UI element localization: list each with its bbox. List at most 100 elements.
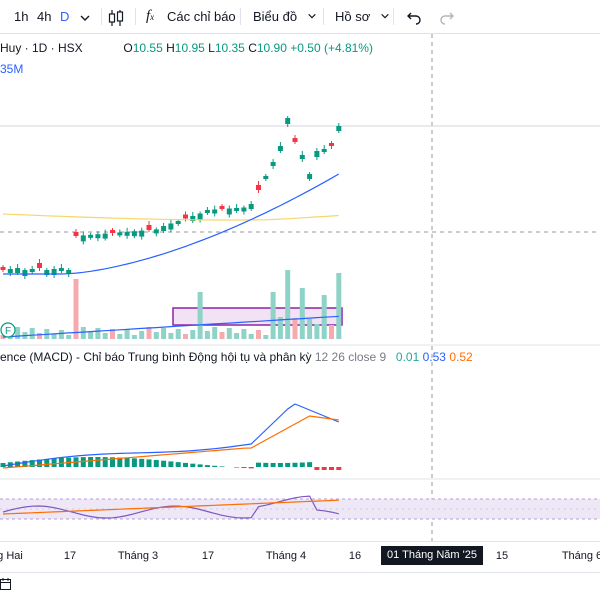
volume-bar: [117, 334, 122, 339]
volume-bar: [293, 318, 298, 339]
macd-histogram-bar: [307, 462, 312, 467]
macd-line-value: 0.53: [423, 350, 446, 364]
interval-4h[interactable]: 4h: [37, 0, 51, 33]
candle-body: [198, 214, 203, 220]
volume-bar: [227, 328, 232, 339]
volume-bar: [329, 325, 334, 339]
macd-histogram-bar: [322, 467, 327, 470]
candle-body: [117, 232, 122, 235]
ohlc-open-value: 10.55: [133, 41, 163, 55]
volume-bar: [241, 329, 246, 339]
macd-histogram-bar: [336, 467, 341, 470]
time-axis-label: Tháng 4: [266, 550, 306, 562]
macd-histogram-bar: [1, 463, 6, 467]
candle-body: [314, 151, 319, 157]
ohlc-low-label: L: [208, 41, 215, 55]
candle-body: [59, 268, 64, 271]
macd-histogram-bar: [256, 463, 261, 467]
candle-body: [139, 231, 144, 237]
crosshair-date-label: 01 Tháng Năm '25: [381, 546, 483, 565]
volume-bar: [154, 332, 159, 339]
indicators-button[interactable]: Các chỉ báo: [167, 0, 236, 33]
volume-bar: [103, 333, 108, 339]
ohlc-high-value: 10.95: [175, 41, 205, 55]
volume-bar: [161, 328, 166, 339]
macd-histogram-bar: [125, 458, 130, 467]
toolbar-divider: [323, 8, 324, 25]
candle-body: [168, 224, 173, 230]
candle-body: [300, 155, 305, 159]
chart-area[interactable]: F Huy · 1D · HSX O10.55 H10.95 L10.35 C1…: [0, 34, 600, 574]
volume-bar: [234, 333, 239, 339]
time-axis-label: 16: [349, 550, 361, 562]
volume-bar: [125, 330, 130, 339]
macd-histogram-bar: [154, 460, 159, 467]
fx-icon[interactable]: fx: [146, 0, 154, 33]
candle-body: [329, 143, 334, 146]
ohlc-high-label: H: [166, 41, 175, 55]
profile-label: Hồ sơ: [335, 9, 370, 24]
candle-body: [154, 229, 159, 233]
candle-body: [285, 118, 290, 124]
candle-body: [125, 232, 130, 236]
candle-body: [256, 185, 261, 190]
candle-body: [205, 210, 210, 213]
macd-title[interactable]: ence (MACD) - Chỉ báo Trung bình Động hộ…: [0, 350, 312, 364]
candle-body: [322, 149, 327, 152]
interval-d[interactable]: D: [60, 0, 69, 33]
price-change: +0.50 (+4.81%): [290, 41, 373, 55]
main-legend: Huy · 1D · HSX O10.55 H10.95 L10.35 C10.…: [0, 41, 373, 55]
volume-bar: [66, 335, 71, 339]
macd-histogram-bar: [161, 461, 166, 467]
candlestick-icon[interactable]: [108, 0, 124, 33]
volume-bar: [81, 327, 86, 339]
candle-body: [234, 208, 239, 211]
volume-bar: [300, 288, 305, 339]
volume-bar: [314, 324, 319, 339]
candle-body: [95, 234, 100, 238]
time-axis-label: 17: [64, 550, 76, 562]
volume-bar: [147, 327, 152, 339]
macd-histogram-bar: [168, 461, 173, 467]
time-axis-label: 17: [202, 550, 214, 562]
redo-icon[interactable]: [439, 0, 455, 33]
profile-button[interactable]: Hồ sơ: [335, 0, 390, 33]
macd-histogram-bar: [263, 463, 268, 467]
macd-histogram-bar: [293, 463, 298, 467]
moving-average-yellow: [3, 214, 339, 220]
candle-body: [227, 209, 232, 215]
candle-body: [132, 231, 137, 236]
time-axis[interactable]: g Hai 17 Tháng 3 17 Tháng 4 16 15 Tháng …: [0, 541, 600, 572]
volume-bar: [15, 327, 20, 339]
flag-marker-letter: F: [5, 326, 11, 337]
symbol-label[interactable]: Huy · 1D · HSX: [0, 41, 83, 55]
macd-histogram-bar: [198, 464, 203, 467]
volume-bar: [205, 331, 210, 339]
volume-bar: [168, 333, 173, 339]
time-axis-label: Tháng 3: [118, 550, 158, 562]
candle-body: [37, 263, 42, 268]
interval-1h[interactable]: 1h: [14, 0, 28, 33]
top-toolbar: 1h 4h D fx Các chỉ báo Biểu đồ Hồ sơ: [0, 0, 600, 34]
volume-bar: [198, 292, 203, 339]
macd-histogram-value: 0.01: [396, 350, 419, 364]
ohlc-open-label: O: [123, 41, 132, 55]
candle-body: [249, 204, 254, 209]
macd-histogram-bar: [190, 464, 195, 467]
toolbar-divider: [393, 8, 394, 25]
chart-canvas[interactable]: F: [0, 34, 600, 541]
interval-chevron-down-icon[interactable]: [79, 0, 91, 33]
candle-body: [161, 226, 166, 231]
volume-bar: [220, 332, 225, 339]
calendar-icon[interactable]: [0, 577, 12, 596]
macd-histogram-bar: [139, 459, 144, 467]
undo-icon[interactable]: [406, 0, 422, 33]
macd-histogram-bar: [249, 467, 254, 468]
macd-histogram-bar: [314, 467, 319, 470]
volume-bar: [88, 332, 93, 339]
volume-bar: [30, 328, 35, 339]
volume-value: 35M: [0, 62, 23, 76]
chart-type-button[interactable]: Biểu đồ: [253, 0, 317, 33]
candle-body: [183, 215, 188, 219]
candle-body: [8, 269, 13, 273]
